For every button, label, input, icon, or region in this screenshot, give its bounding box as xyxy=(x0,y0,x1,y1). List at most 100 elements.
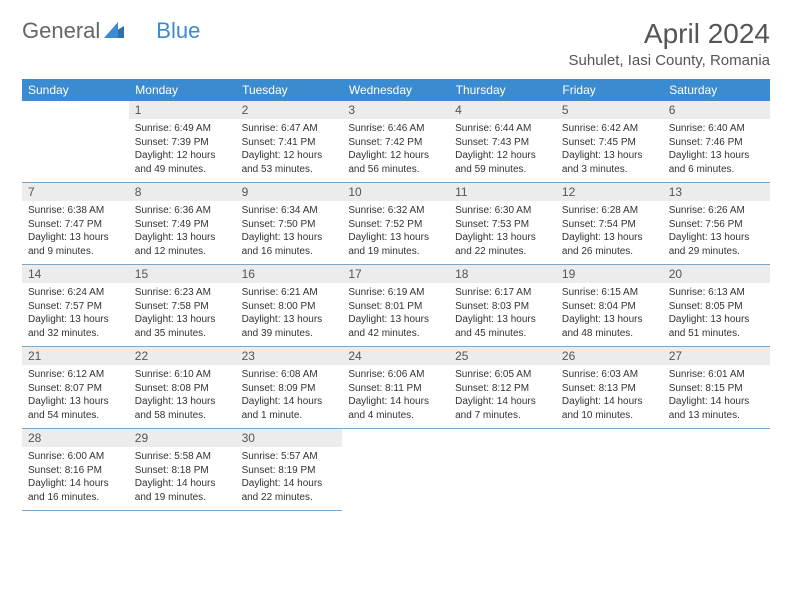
day-data: Sunrise: 6:44 AMSunset: 7:43 PMDaylight:… xyxy=(449,119,556,182)
daylight-text: Daylight: 13 hours and 26 minutes. xyxy=(562,231,657,258)
day-number: 11 xyxy=(449,183,556,201)
location-text: Suhulet, Iasi County, Romania xyxy=(569,52,771,69)
calendar-cell xyxy=(663,429,770,511)
daylight-text: Daylight: 13 hours and 22 minutes. xyxy=(455,231,550,258)
sunset-text: Sunset: 8:00 PM xyxy=(242,300,337,314)
sunrise-text: Sunrise: 6:03 AM xyxy=(562,368,657,382)
day-data: Sunrise: 6:08 AMSunset: 8:09 PMDaylight:… xyxy=(236,365,343,428)
calendar-cell: 28Sunrise: 6:00 AMSunset: 8:16 PMDayligh… xyxy=(22,429,129,511)
sunrise-text: Sunrise: 6:01 AM xyxy=(669,368,764,382)
day-data: Sunrise: 6:00 AMSunset: 8:16 PMDaylight:… xyxy=(22,447,129,510)
calendar-cell: 23Sunrise: 6:08 AMSunset: 8:09 PMDayligh… xyxy=(236,347,343,429)
day-data: Sunrise: 6:30 AMSunset: 7:53 PMDaylight:… xyxy=(449,201,556,264)
title-block: April 2024 Suhulet, Iasi County, Romania xyxy=(569,18,771,69)
weekday-header: Saturday xyxy=(663,79,770,101)
calendar-cell: 30Sunrise: 5:57 AMSunset: 8:19 PMDayligh… xyxy=(236,429,343,511)
sunset-text: Sunset: 8:12 PM xyxy=(455,382,550,396)
sunset-text: Sunset: 7:53 PM xyxy=(455,218,550,232)
sunrise-text: Sunrise: 6:47 AM xyxy=(242,122,337,136)
day-number: 10 xyxy=(342,183,449,201)
day-number: 27 xyxy=(663,347,770,365)
sunrise-text: Sunrise: 6:32 AM xyxy=(348,204,443,218)
day-number: 25 xyxy=(449,347,556,365)
sunset-text: Sunset: 8:13 PM xyxy=(562,382,657,396)
sunrise-text: Sunrise: 6:12 AM xyxy=(28,368,123,382)
day-number: 24 xyxy=(342,347,449,365)
sunset-text: Sunset: 8:03 PM xyxy=(455,300,550,314)
calendar-cell: 5Sunrise: 6:42 AMSunset: 7:45 PMDaylight… xyxy=(556,101,663,183)
day-data: Sunrise: 6:06 AMSunset: 8:11 PMDaylight:… xyxy=(342,365,449,428)
sunrise-text: Sunrise: 6:34 AM xyxy=(242,204,337,218)
calendar-cell xyxy=(449,429,556,511)
weekday-header: Monday xyxy=(129,79,236,101)
day-data: Sunrise: 6:47 AMSunset: 7:41 PMDaylight:… xyxy=(236,119,343,182)
sunset-text: Sunset: 8:19 PM xyxy=(242,464,337,478)
calendar-cell: 7Sunrise: 6:38 AMSunset: 7:47 PMDaylight… xyxy=(22,183,129,265)
day-number: 14 xyxy=(22,265,129,283)
calendar-cell: 15Sunrise: 6:23 AMSunset: 7:58 PMDayligh… xyxy=(129,265,236,347)
day-number: 19 xyxy=(556,265,663,283)
calendar-cell: 26Sunrise: 6:03 AMSunset: 8:13 PMDayligh… xyxy=(556,347,663,429)
sunrise-text: Sunrise: 6:21 AM xyxy=(242,286,337,300)
sunset-text: Sunset: 8:11 PM xyxy=(348,382,443,396)
sunrise-text: Sunrise: 6:05 AM xyxy=(455,368,550,382)
sunrise-text: Sunrise: 6:40 AM xyxy=(669,122,764,136)
sunrise-text: Sunrise: 6:23 AM xyxy=(135,286,230,300)
calendar-row: 28Sunrise: 6:00 AMSunset: 8:16 PMDayligh… xyxy=(22,429,770,511)
day-number: 28 xyxy=(22,429,129,447)
daylight-text: Daylight: 13 hours and 6 minutes. xyxy=(669,149,764,176)
sunrise-text: Sunrise: 6:10 AM xyxy=(135,368,230,382)
sunset-text: Sunset: 8:01 PM xyxy=(348,300,443,314)
day-data: Sunrise: 6:03 AMSunset: 8:13 PMDaylight:… xyxy=(556,365,663,428)
calendar-cell: 20Sunrise: 6:13 AMSunset: 8:05 PMDayligh… xyxy=(663,265,770,347)
day-number: 7 xyxy=(22,183,129,201)
day-number: 23 xyxy=(236,347,343,365)
calendar-cell: 3Sunrise: 6:46 AMSunset: 7:42 PMDaylight… xyxy=(342,101,449,183)
calendar-cell: 9Sunrise: 6:34 AMSunset: 7:50 PMDaylight… xyxy=(236,183,343,265)
calendar-cell xyxy=(342,429,449,511)
calendar-cell: 29Sunrise: 5:58 AMSunset: 8:18 PMDayligh… xyxy=(129,429,236,511)
day-number: 29 xyxy=(129,429,236,447)
day-number: 26 xyxy=(556,347,663,365)
calendar-cell xyxy=(556,429,663,511)
day-data: Sunrise: 6:17 AMSunset: 8:03 PMDaylight:… xyxy=(449,283,556,346)
day-data: Sunrise: 6:49 AMSunset: 7:39 PMDaylight:… xyxy=(129,119,236,182)
calendar-cell: 13Sunrise: 6:26 AMSunset: 7:56 PMDayligh… xyxy=(663,183,770,265)
sunset-text: Sunset: 7:56 PM xyxy=(669,218,764,232)
sunrise-text: Sunrise: 6:24 AM xyxy=(28,286,123,300)
weekday-header: Thursday xyxy=(449,79,556,101)
day-data: Sunrise: 6:32 AMSunset: 7:52 PMDaylight:… xyxy=(342,201,449,264)
calendar-cell: 16Sunrise: 6:21 AMSunset: 8:00 PMDayligh… xyxy=(236,265,343,347)
daylight-text: Daylight: 14 hours and 16 minutes. xyxy=(28,477,123,504)
calendar-cell: 22Sunrise: 6:10 AMSunset: 8:08 PMDayligh… xyxy=(129,347,236,429)
weekday-header: Sunday xyxy=(22,79,129,101)
sunrise-text: Sunrise: 5:57 AM xyxy=(242,450,337,464)
sunrise-text: Sunrise: 6:36 AM xyxy=(135,204,230,218)
calendar-cell: 1Sunrise: 6:49 AMSunset: 7:39 PMDaylight… xyxy=(129,101,236,183)
daylight-text: Daylight: 13 hours and 45 minutes. xyxy=(455,313,550,340)
sunset-text: Sunset: 7:45 PM xyxy=(562,136,657,150)
day-number: 13 xyxy=(663,183,770,201)
day-number: 5 xyxy=(556,101,663,119)
sunset-text: Sunset: 7:46 PM xyxy=(669,136,764,150)
daylight-text: Daylight: 13 hours and 19 minutes. xyxy=(348,231,443,258)
sunrise-text: Sunrise: 6:08 AM xyxy=(242,368,337,382)
sunset-text: Sunset: 7:43 PM xyxy=(455,136,550,150)
calendar-cell: 2Sunrise: 6:47 AMSunset: 7:41 PMDaylight… xyxy=(236,101,343,183)
sunrise-text: Sunrise: 6:44 AM xyxy=(455,122,550,136)
sunrise-text: Sunrise: 6:38 AM xyxy=(28,204,123,218)
sunset-text: Sunset: 8:15 PM xyxy=(669,382,764,396)
day-number: 18 xyxy=(449,265,556,283)
sunrise-text: Sunrise: 6:15 AM xyxy=(562,286,657,300)
daylight-text: Daylight: 13 hours and 48 minutes. xyxy=(562,313,657,340)
sunset-text: Sunset: 8:16 PM xyxy=(28,464,123,478)
logo-text-general: General xyxy=(22,18,100,44)
calendar-cell: 17Sunrise: 6:19 AMSunset: 8:01 PMDayligh… xyxy=(342,265,449,347)
daylight-text: Daylight: 13 hours and 51 minutes. xyxy=(669,313,764,340)
day-data: Sunrise: 6:28 AMSunset: 7:54 PMDaylight:… xyxy=(556,201,663,264)
day-number: 4 xyxy=(449,101,556,119)
calendar-cell: 11Sunrise: 6:30 AMSunset: 7:53 PMDayligh… xyxy=(449,183,556,265)
day-number: 2 xyxy=(236,101,343,119)
day-number: 20 xyxy=(663,265,770,283)
sunset-text: Sunset: 7:42 PM xyxy=(348,136,443,150)
